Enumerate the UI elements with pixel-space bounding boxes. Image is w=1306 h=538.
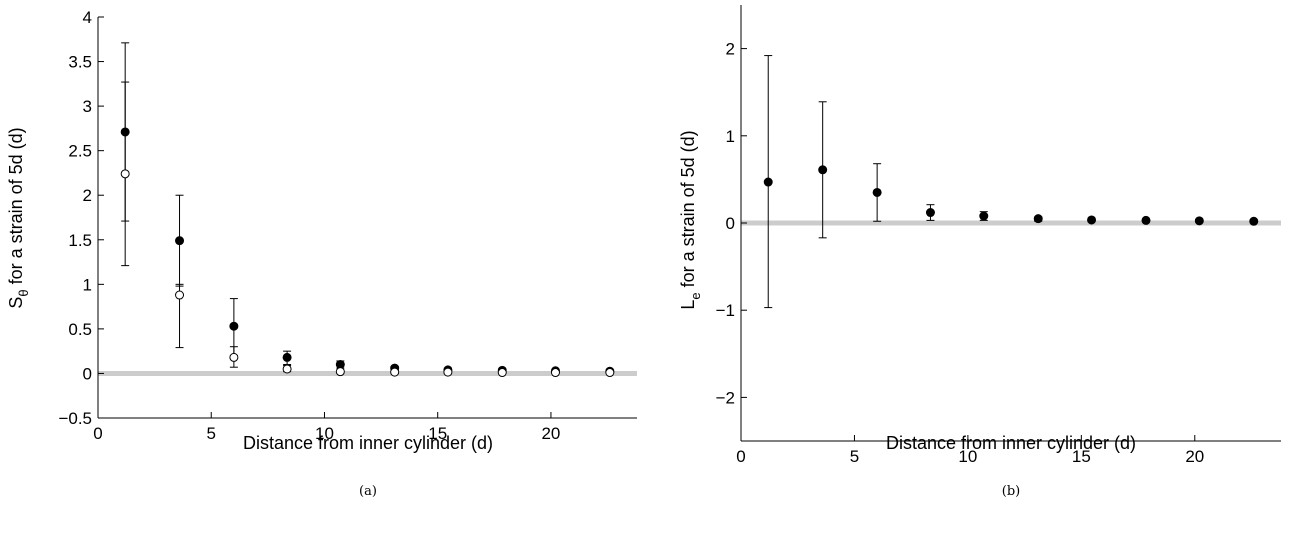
y-tick-label: 1.5 (68, 231, 92, 250)
filled-data-point (925, 208, 935, 218)
error-bar (121, 81, 130, 222)
axes-frame (97, 16, 637, 419)
panel-b-y-label-sub: e (688, 292, 703, 299)
filled-data-point (763, 177, 773, 187)
x-tick-label: 5 (207, 424, 216, 443)
open-data-point (282, 364, 292, 374)
error-bar-layer (121, 42, 614, 374)
panel-b-y-label-rest: for a strain of 5d (d) (678, 130, 698, 292)
x-tick-label: 0 (93, 424, 102, 443)
filled-data-point (1249, 216, 1259, 226)
y-tick-label: 3 (83, 97, 92, 116)
open-data-point (175, 290, 185, 300)
y-tick-label: 0.5 (68, 320, 92, 339)
panel-a-y-label-main: S (6, 297, 26, 309)
data-point-layer (120, 127, 615, 378)
y-tick-label: 2.5 (68, 142, 92, 161)
panel-b-chart: 0 5 10 15 20 −2 −1 0 1 2 Distance from inner cyli… (678, 5, 1281, 499)
filled-data-point (872, 187, 882, 197)
x-tick-label: 20 (1185, 447, 1204, 466)
panel-a-y-label-rest: for a strain of 5d (d) (6, 127, 26, 289)
tick-label-layer: 0 5 10 15 20 −2 −1 0 1 2 (716, 40, 1205, 466)
panel-b-x-axis-label: Distance from inner cylinder (d) (886, 433, 1136, 453)
filled-data-point (1194, 216, 1204, 226)
x-tick-label: 15 (1072, 447, 1091, 466)
x-tick-label: 15 (428, 424, 447, 443)
panel-b-y-label-main: L (678, 300, 698, 310)
panel-b-y-axis-label: Le for a strain of 5d (d) (678, 130, 703, 309)
filled-data-point (175, 236, 185, 246)
open-data-point (443, 367, 453, 377)
y-tick-label: −0.5 (58, 409, 92, 428)
x-tick-label: 20 (541, 424, 560, 443)
y-tick-label: −2 (716, 388, 735, 407)
tick-label-layer: 0 5 10 15 20−0.500.511.522.533.54 (58, 8, 560, 443)
filled-data-point (818, 165, 828, 175)
y-tick-label: 3.5 (68, 53, 92, 72)
x-tick-label: 10 (958, 447, 977, 466)
x-tick-label: 10 (315, 424, 334, 443)
x-tick-label: 5 (850, 447, 859, 466)
filled-data-point (229, 321, 239, 331)
panel-a-caption: (a) (359, 484, 377, 499)
y-tick-label: −1 (716, 301, 735, 320)
y-tick-label: 0 (83, 364, 92, 383)
filled-data-point (1141, 215, 1151, 225)
panel-b-caption: (b) (1002, 484, 1020, 499)
panel-a-y-label-sub: θ (16, 289, 31, 296)
y-tick-label: 2 (726, 40, 735, 59)
y-tick-label: 2 (83, 186, 92, 205)
open-data-point (335, 367, 345, 377)
axes-frame (740, 5, 1281, 442)
panel-a-chart: 0 5 10 15 20−0.500.511.522.533.54 Distance f… (6, 8, 637, 499)
filled-data-point (120, 127, 130, 137)
y-tick-label: 0 (726, 214, 735, 233)
open-data-point (120, 169, 130, 179)
open-data-point (550, 368, 560, 378)
filled-data-point (1033, 214, 1043, 224)
open-data-point (605, 368, 615, 378)
y-tick-label: 4 (83, 8, 92, 27)
y-tick-label: 1 (726, 127, 735, 146)
x-tick-label: 0 (736, 447, 745, 466)
panel-a-x-axis-label: Distance from inner cylinder (d) (243, 433, 493, 453)
open-data-point (497, 368, 507, 378)
filled-data-point (1087, 215, 1097, 225)
filled-data-point (979, 211, 989, 221)
panel-a-y-axis-label: Sθ for a strain of 5d (d) (6, 127, 31, 308)
data-point-layer (763, 165, 1259, 226)
open-data-point (229, 352, 239, 362)
error-bar-layer (764, 55, 1258, 309)
open-data-point (390, 367, 400, 377)
y-tick-label: 1 (83, 275, 92, 294)
filled-data-point (282, 352, 292, 362)
